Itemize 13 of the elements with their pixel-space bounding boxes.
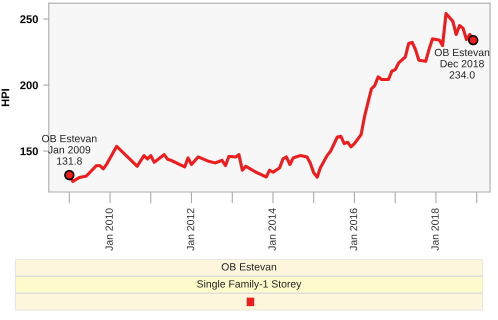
x-tick-label: Jan 2012 [186, 208, 194, 251]
x-tick-label: Jan 2010 [105, 208, 113, 251]
text: Single Family-1 Storey [197, 280, 302, 290]
y-tick-label: 200 [20, 81, 38, 90]
x-tick-label: Jan 2014 [268, 208, 276, 251]
legend-title: OB Estevan [222, 263, 276, 271]
annotation: OB Estevan Jan 2009 131.8 [42, 134, 96, 165]
x-tick-label: Jan 2016 [350, 208, 358, 251]
x-tick-label: Jan 2018 [431, 208, 439, 251]
y-axis-title: HPI [2, 89, 10, 106]
y-tick-label: 150 [20, 147, 38, 156]
y-tick-label: 250 [20, 15, 38, 24]
annotation: OB Estevan Dec 2018 234.0 [434, 48, 490, 79]
